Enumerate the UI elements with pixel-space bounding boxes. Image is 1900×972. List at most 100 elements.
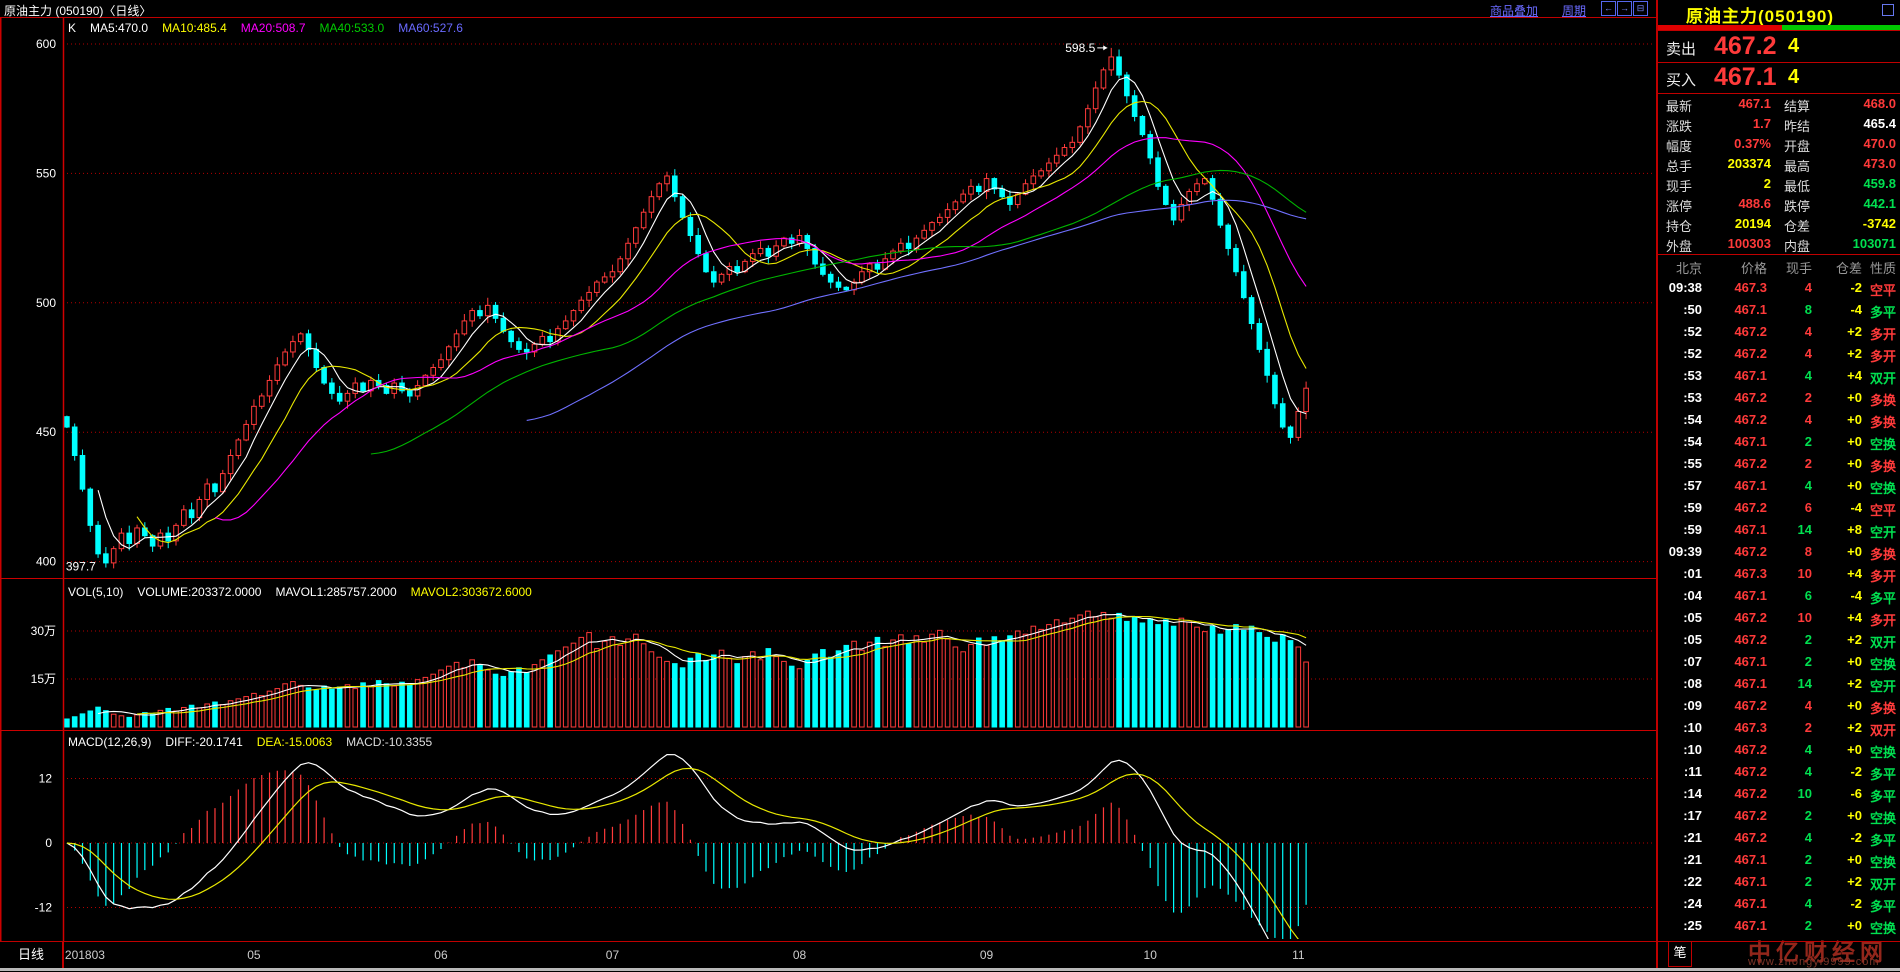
tick-oi-change: +0 bbox=[1847, 390, 1862, 405]
tick-row[interactable]: 09:38 467.3 4 -2 空平 bbox=[1658, 277, 1900, 299]
tick-price: 467.2 bbox=[1734, 390, 1767, 405]
tick-row[interactable]: :17 467.2 2 +0 空换 bbox=[1658, 805, 1900, 827]
svg-text:397.7: 397.7 bbox=[66, 560, 96, 574]
tick-oi-change: +0 bbox=[1847, 852, 1862, 867]
tick-row[interactable]: :22 467.1 2 +2 双开 bbox=[1658, 871, 1900, 893]
tick-row[interactable]: :59 467.2 6 -4 空平 bbox=[1658, 497, 1900, 519]
tick-row[interactable]: :24 467.1 4 -2 多平 bbox=[1658, 893, 1900, 915]
tab-tick-detail[interactable]: 笔 bbox=[1668, 942, 1692, 967]
tick-nature: 多平 bbox=[1870, 767, 1897, 782]
x-axis-bar: 日线 201803 05 06 07 08 09 10 11 bbox=[0, 941, 1656, 970]
stat-label: 外盘 bbox=[1666, 239, 1693, 254]
tick-volume: 6 bbox=[1804, 588, 1812, 603]
tick-nature: 双开 bbox=[1870, 371, 1897, 386]
tick-time: :24 bbox=[1683, 896, 1702, 911]
tick-row[interactable]: :52 467.2 4 +2 多开 bbox=[1658, 343, 1900, 365]
tick-row[interactable]: :14 467.2 10 -6 多平 bbox=[1658, 783, 1900, 805]
tick-row[interactable]: :10 467.3 2 +2 双开 bbox=[1658, 717, 1900, 739]
tick-row[interactable]: :25 467.1 2 +0 空换 bbox=[1658, 915, 1900, 937]
stat-value: -3742 bbox=[1862, 216, 1896, 231]
tick-volume: 4 bbox=[1804, 324, 1812, 339]
tick-row[interactable]: :21 467.1 2 +0 空换 bbox=[1658, 849, 1900, 871]
svg-text:600: 600 bbox=[36, 37, 56, 51]
tick-time: :17 bbox=[1683, 808, 1702, 823]
tick-oi-change: +0 bbox=[1847, 654, 1862, 669]
tick-nature: 空开 bbox=[1870, 679, 1897, 694]
tick-volume: 2 bbox=[1804, 632, 1812, 647]
tick-row[interactable]: :57 467.1 4 +0 空换 bbox=[1658, 475, 1900, 497]
bid-row[interactable]: 买入 467.1 4 bbox=[1658, 62, 1900, 94]
tick-time: :10 bbox=[1683, 742, 1702, 757]
price-chart[interactable]: 600 550 500 450 400 30万 15万 12 0 -12 598.5 397.7 bbox=[0, 18, 1656, 941]
tick-row[interactable]: :07 467.1 2 +0 空换 bbox=[1658, 651, 1900, 673]
scroll-right-icon[interactable]: → bbox=[1617, 1, 1632, 16]
tick-nature: 多平 bbox=[1870, 591, 1897, 606]
stat-value: 473.0 bbox=[1863, 156, 1896, 171]
x-axis-label: 201803 bbox=[64, 948, 105, 962]
tick-nature: 多换 bbox=[1870, 459, 1897, 474]
tick-volume: 8 bbox=[1804, 544, 1812, 559]
tick-oi-change: +2 bbox=[1847, 676, 1862, 691]
tick-row[interactable]: :55 467.2 2 +0 多换 bbox=[1658, 453, 1900, 475]
tick-time: :07 bbox=[1683, 654, 1702, 669]
tick-volume: 2 bbox=[1804, 874, 1812, 889]
tick-column-header: 价格 bbox=[1740, 261, 1767, 276]
tick-row[interactable]: :54 467.1 2 +0 空换 bbox=[1658, 431, 1900, 453]
tick-nature: 多平 bbox=[1870, 305, 1897, 320]
tick-volume: 8 bbox=[1804, 302, 1812, 317]
tick-row[interactable]: :05 467.2 10 +4 多开 bbox=[1658, 607, 1900, 629]
tick-oi-change: +0 bbox=[1847, 434, 1862, 449]
tick-row[interactable]: :52 467.2 4 +2 多开 bbox=[1658, 321, 1900, 343]
ask-row[interactable]: 卖出 467.2 4 bbox=[1658, 30, 1900, 63]
scroll-left-icon[interactable]: ← bbox=[1601, 1, 1616, 16]
tick-nature: 多换 bbox=[1870, 415, 1897, 430]
tick-row[interactable]: :53 467.2 2 +0 多换 bbox=[1658, 387, 1900, 409]
stat-label: 仓差 bbox=[1784, 219, 1811, 234]
tick-row[interactable]: :53 467.1 4 +4 双开 bbox=[1658, 365, 1900, 387]
tick-oi-change: -2 bbox=[1850, 280, 1862, 295]
tick-nature: 空换 bbox=[1870, 811, 1897, 826]
tick-row[interactable]: :09 467.2 4 +0 多换 bbox=[1658, 695, 1900, 717]
tick-row[interactable]: :50 467.1 8 -4 多平 bbox=[1658, 299, 1900, 321]
tick-nature: 多开 bbox=[1870, 327, 1897, 342]
tick-nature: 双开 bbox=[1870, 723, 1897, 738]
x-axis-label: 07 bbox=[605, 948, 620, 962]
tick-oi-change: +2 bbox=[1847, 324, 1862, 339]
tick-time: :08 bbox=[1683, 676, 1702, 691]
tick-nature: 多平 bbox=[1870, 833, 1897, 848]
tick-row[interactable]: :59 467.1 14 +8 空开 bbox=[1658, 519, 1900, 541]
tick-row[interactable]: :01 467.3 10 +4 多开 bbox=[1658, 563, 1900, 585]
stat-row: 持仓 20194 仓差 -3742 bbox=[1658, 214, 1900, 234]
tick-oi-change: +8 bbox=[1847, 522, 1862, 537]
tick-row[interactable]: :04 467.1 6 -4 多平 bbox=[1658, 585, 1900, 607]
tick-time: :54 bbox=[1683, 434, 1702, 449]
tick-row[interactable]: :05 467.2 2 +2 双开 bbox=[1658, 629, 1900, 651]
tick-oi-change: +2 bbox=[1847, 720, 1862, 735]
bid-qty: 4 bbox=[1788, 66, 1800, 88]
tick-time: 09:38 bbox=[1668, 280, 1702, 295]
tick-row[interactable]: :08 467.1 14 +2 空开 bbox=[1658, 673, 1900, 695]
tick-price: 467.3 bbox=[1734, 720, 1767, 735]
tick-row[interactable]: :11 467.2 4 -2 多平 bbox=[1658, 761, 1900, 783]
stat-value: 465.4 bbox=[1863, 116, 1896, 131]
tick-oi-change: +2 bbox=[1847, 632, 1862, 647]
tick-nature: 双开 bbox=[1870, 635, 1897, 650]
tick-column-header: 仓差 bbox=[1835, 261, 1862, 276]
tick-row[interactable]: 09:39 467.2 8 +0 多换 bbox=[1658, 541, 1900, 563]
overlay-link[interactable]: 商品叠加 bbox=[1490, 4, 1539, 18]
tick-volume: 4 bbox=[1804, 830, 1812, 845]
svg-text:500: 500 bbox=[36, 296, 56, 310]
tick-row[interactable]: :21 467.2 4 -2 多平 bbox=[1658, 827, 1900, 849]
tick-price: 467.3 bbox=[1734, 280, 1767, 295]
tick-row[interactable]: :10 467.2 4 +0 空换 bbox=[1658, 739, 1900, 761]
ask-label: 卖出 bbox=[1666, 41, 1697, 58]
window-restore-icon[interactable] bbox=[1882, 4, 1894, 16]
tick-price: 467.2 bbox=[1734, 698, 1767, 713]
period-link[interactable]: 周期 bbox=[1562, 4, 1587, 18]
svg-text:598.5: 598.5 bbox=[1065, 41, 1095, 55]
split-window-icon[interactable]: ⊟ bbox=[1633, 1, 1648, 16]
period-label[interactable]: 日线 bbox=[0, 942, 64, 970]
stat-label: 现手 bbox=[1666, 179, 1693, 194]
tick-row[interactable]: :54 467.2 4 +0 多换 bbox=[1658, 409, 1900, 431]
tick-time: :10 bbox=[1683, 720, 1702, 735]
